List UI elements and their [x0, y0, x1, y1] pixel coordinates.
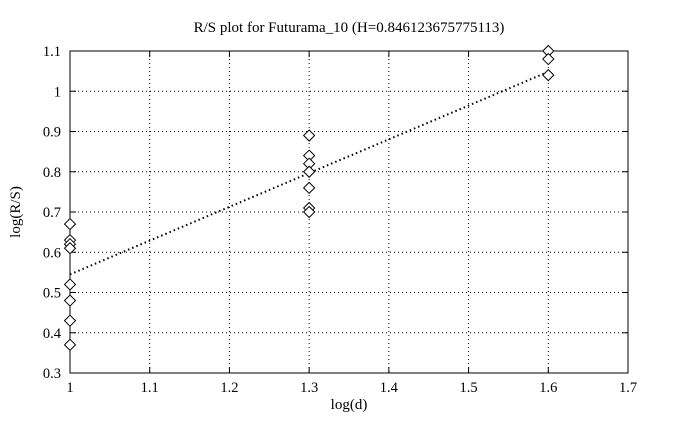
- data-point-marker: [302, 165, 316, 178]
- data-point-marker: [63, 217, 77, 231]
- y-tick-label: 0.4: [43, 326, 62, 342]
- data-point-marker: [542, 52, 555, 66]
- y-tick-label: 0.6: [43, 245, 61, 261]
- data-point-marker: [302, 129, 316, 142]
- data-point-marker: [302, 205, 316, 219]
- data-point-marker: [302, 181, 316, 195]
- y-tick-label: 0.7: [43, 205, 61, 221]
- y-tick-label: 0.8: [43, 165, 61, 181]
- data-point-marker: [63, 314, 77, 327]
- plot-frame: [69, 50, 629, 374]
- x-tick-label: 1.6: [539, 380, 557, 396]
- chart-title: R/S plot for Futurama_10 (H=0.8461236757…: [193, 20, 505, 36]
- data-point-marker: [63, 278, 77, 291]
- data-point-marker: [63, 294, 77, 307]
- data-point-marker: [542, 68, 555, 82]
- x-tick-label: 1.7: [619, 380, 637, 396]
- data-point-marker: [63, 242, 77, 255]
- x-tick-label: 1.2: [220, 380, 238, 396]
- x-tick-label: 1: [66, 380, 73, 396]
- y-axis-label: log(R/S): [8, 186, 24, 238]
- y-tick-label: 1.1: [43, 44, 61, 60]
- y-tick-label: 1: [54, 84, 61, 100]
- x-axis-label: log(d): [330, 397, 368, 413]
- y-tick-label: 0.9: [43, 125, 61, 141]
- x-tick-label: 1.4: [380, 380, 399, 396]
- y-tick-label: 0.5: [43, 286, 61, 302]
- y-tick-label: 0.3: [43, 366, 61, 382]
- x-tick-label: 1.1: [141, 380, 159, 396]
- x-tick-label: 1.3: [300, 380, 318, 396]
- data-point-marker: [63, 338, 77, 352]
- x-tick-label: 1.5: [460, 380, 478, 396]
